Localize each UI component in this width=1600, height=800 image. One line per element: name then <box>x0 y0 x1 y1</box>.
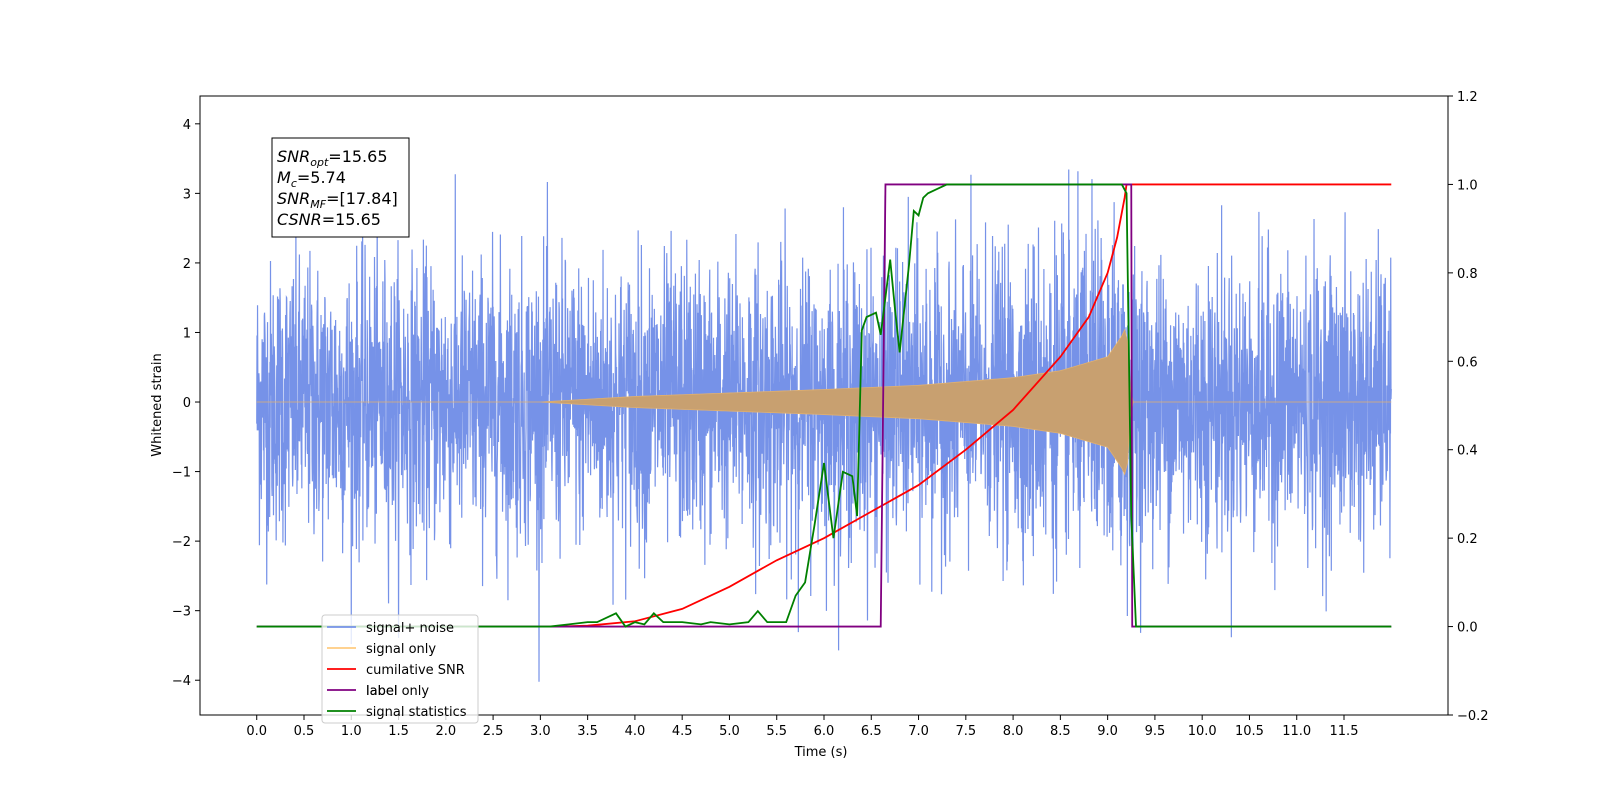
y-tick-label-right: 1.2 <box>1457 90 1478 105</box>
x-tick-label: 1.5 <box>388 724 409 739</box>
y-tick-label-left: −3 <box>172 605 191 620</box>
x-tick-label: 2.0 <box>435 724 456 739</box>
x-tick-label: 1.0 <box>341 724 362 739</box>
series-signal-noise <box>256 169 1392 682</box>
x-tick-label: 6.5 <box>861 724 882 739</box>
info-line: SNRMF=[17.84] <box>277 189 398 211</box>
plot-area <box>256 169 1392 682</box>
x-tick-label: 7.5 <box>955 724 976 739</box>
y-tick-label-right: 0.6 <box>1457 355 1478 370</box>
x-tick-label: 4.0 <box>625 724 646 739</box>
legend-label: signal only <box>366 642 436 657</box>
legend-label: signal+ noise <box>366 621 454 636</box>
x-tick-label: 10.5 <box>1235 724 1264 739</box>
x-tick-label: 8.0 <box>1003 724 1024 739</box>
y-tick-label-left: 0 <box>183 396 191 411</box>
x-tick-label: 5.5 <box>766 724 787 739</box>
x-tick-label: 8.5 <box>1050 724 1071 739</box>
series-cumilative-snr <box>559 183 1392 628</box>
legend: signal+ noise signal only cumilative SNR la… <box>321 614 479 724</box>
y-tick-label-left: 3 <box>183 187 191 202</box>
y-tick-label-right: 0.4 <box>1457 444 1478 459</box>
x-tick-label: 7.0 <box>908 724 929 739</box>
x-axis-label: Time (s) <box>794 745 848 760</box>
legend-label: cumilative SNR <box>366 663 465 678</box>
x-tick-label: 6.0 <box>814 724 835 739</box>
x-tick-label: 11.0 <box>1282 724 1311 739</box>
y-tick-label-left: 4 <box>183 118 191 133</box>
info-line: Mc=5.74 <box>277 168 346 190</box>
y-tick-label-left: −1 <box>172 466 191 481</box>
legend-label: label <box>366 684 397 699</box>
y-tick-label-right: 1.0 <box>1457 178 1478 193</box>
x-tick-label: 0.0 <box>246 724 267 739</box>
legend-label: signal statistics <box>366 705 467 720</box>
y-tick-label-left: 1 <box>183 326 191 341</box>
series-signal-statistics <box>256 183 1392 628</box>
x-tick-label: 3.0 <box>530 724 551 739</box>
y-tick-label-left: −2 <box>172 535 191 550</box>
x-tick-label: 5.0 <box>719 724 740 739</box>
x-tick-label: 0.5 <box>294 724 315 739</box>
y-tick-label-right: 0.8 <box>1457 267 1478 282</box>
y-tick-label-left: −4 <box>172 674 191 689</box>
info-box: SNRopt=15.65Mc=5.74SNRMF=[17.84]CSNR=15.… <box>271 137 410 238</box>
info-line: SNRopt=15.65 <box>277 147 388 169</box>
y-tick-label-left: 2 <box>183 257 191 272</box>
x-tick-label: 9.5 <box>1145 724 1166 739</box>
legend-label-ghost: label only <box>366 684 429 699</box>
y-tick-label-right: 0.0 <box>1457 621 1478 636</box>
axis-ticks: 0.0 0.5 1.0 1.5 2.0 2.5 3.0 3.5 4.0 4.5 5.0 5.5 6.0 6… <box>172 90 1489 739</box>
info-line: CSNR=15.65 <box>277 210 381 229</box>
series-signal-only <box>256 328 1392 476</box>
y-tick-label-right: −0.2 <box>1457 709 1489 724</box>
x-tick-label: 9.0 <box>1097 724 1118 739</box>
x-tick-label: 4.5 <box>672 724 693 739</box>
y-tick-label-right: 0.2 <box>1457 532 1478 547</box>
y-axis-label: Whitened strain <box>150 353 165 456</box>
legend-frame <box>321 614 479 724</box>
x-tick-label: 2.5 <box>483 724 504 739</box>
x-tick-label: 3.5 <box>577 724 598 739</box>
x-tick-label: 11.5 <box>1330 724 1359 739</box>
x-tick-label: 10.0 <box>1188 724 1217 739</box>
info-box-frame <box>271 137 410 238</box>
